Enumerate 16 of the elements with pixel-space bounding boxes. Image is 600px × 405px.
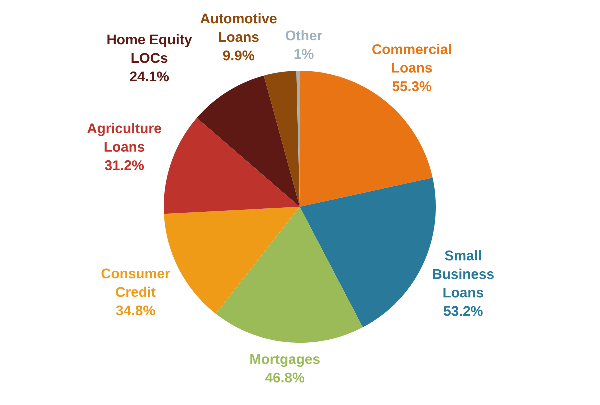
data-label: 24.1% (130, 72, 170, 82)
data-label: 34.8% (116, 306, 156, 316)
slice-label: Automotive Loans (200, 13, 277, 42)
slice-label: Small Business Loans (433, 250, 494, 298)
slice-label: Mortgages (250, 354, 320, 368)
slice-label: Home Equity LOCs (108, 34, 192, 64)
slice-label: Other (286, 30, 322, 41)
data-label: 1% (294, 49, 314, 60)
data-label: 53.2% (444, 306, 483, 316)
data-label: 9.9% (223, 50, 254, 61)
slice-label: Consumer Credit (102, 268, 170, 298)
data-label: 31.2% (105, 160, 144, 170)
slice-label: Commercial Loans (372, 44, 452, 73)
slice-label: Agriculture Loans (88, 123, 162, 152)
data-label: 46.8% (265, 372, 305, 383)
data-label: 55.3% (392, 81, 432, 92)
